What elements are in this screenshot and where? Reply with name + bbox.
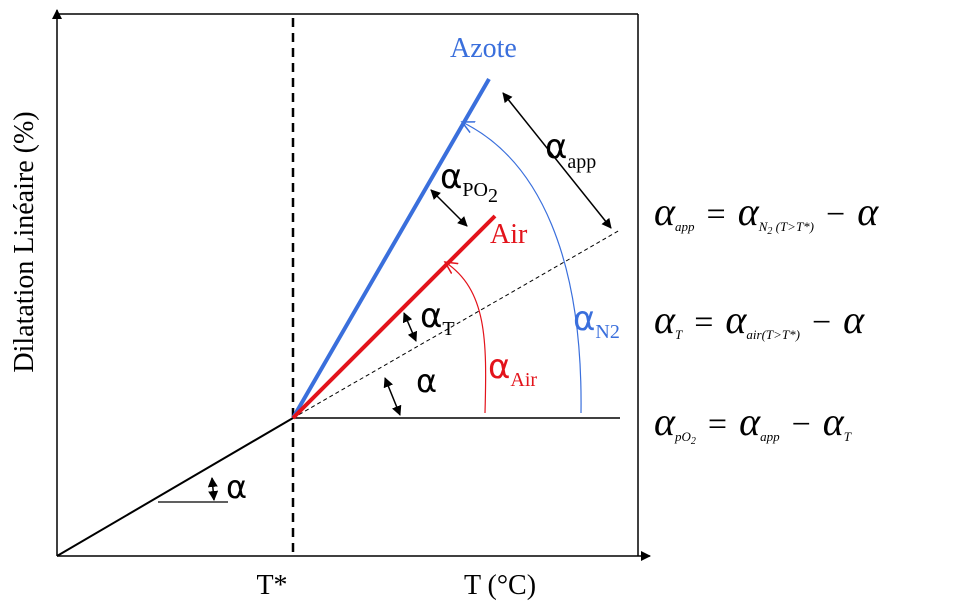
- alpha-po2-label: αPO2: [440, 157, 498, 207]
- alpha-air-arc: [445, 262, 487, 414]
- plot-frame: [57, 13, 639, 556]
- lower-alpha-arrow: [207, 477, 219, 501]
- alpha-t-label: αT: [420, 296, 455, 340]
- alpha-app-arrow: [502, 92, 612, 229]
- air-line: [291, 214, 497, 420]
- t-star-label: T*: [256, 570, 287, 601]
- nitrogen-line: [291, 77, 491, 420]
- alpha-app-label: αapp: [545, 127, 596, 173]
- nitrogen-label: Azote: [450, 33, 517, 64]
- air-label: Air: [490, 219, 528, 250]
- alpha-po2-arrow: [430, 189, 468, 227]
- equation-alpha-t: αT = αair(T>T*) − α: [654, 297, 865, 342]
- alpha-t-arrow: [402, 312, 418, 342]
- equation-alpha-po2: αpO2 = αapp − αT: [654, 399, 851, 447]
- equation-alpha-app: αapp = αN2 (T>T*) − α: [654, 189, 879, 237]
- x-axis-label: T (°C): [464, 570, 536, 601]
- alpha-arrow: [383, 377, 402, 416]
- lower-alpha-label: α: [226, 468, 247, 506]
- reference-line: [56, 417, 294, 557]
- alpha-label: α: [416, 362, 437, 400]
- alpha-air-label: αAir: [488, 347, 537, 391]
- alpha-n2-label: αN2: [573, 299, 620, 343]
- reference-extension: [292, 229, 621, 419]
- y-axis-label: Dilatation Linéaire (%): [9, 111, 40, 372]
